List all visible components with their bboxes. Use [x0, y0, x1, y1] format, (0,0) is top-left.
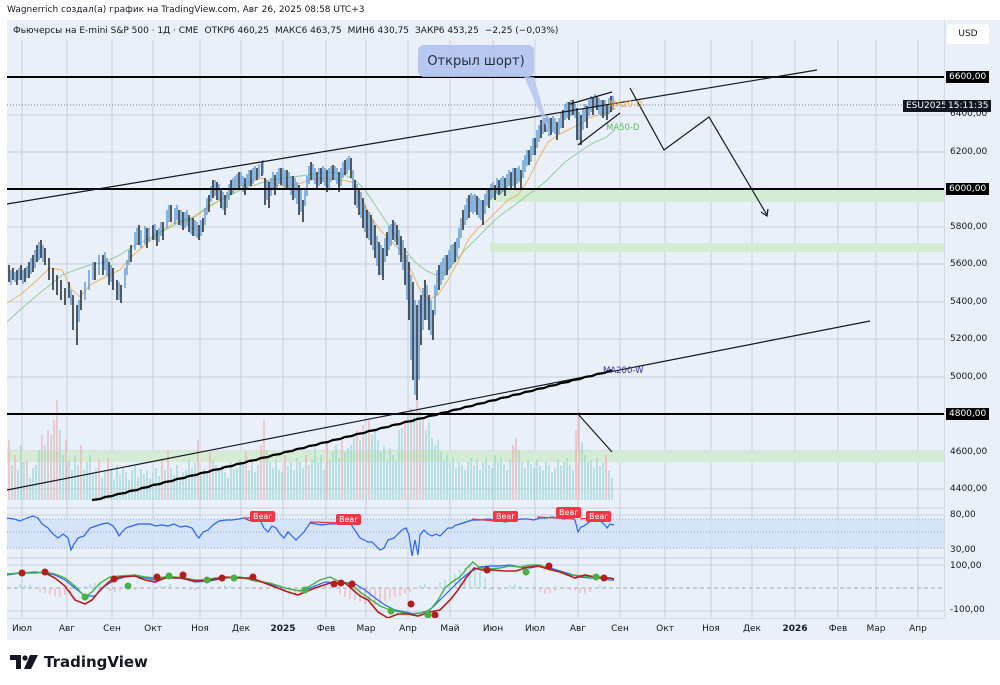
time-label: Мар	[866, 624, 886, 634]
macd-tick: 100,00	[950, 561, 982, 571]
time-label: Дек	[742, 624, 762, 634]
ma20-label: MA20-D	[609, 100, 643, 110]
attribution-text: Wagnerrich создал(а) график на TradingVi…	[7, 5, 365, 15]
bear-divergence-tag: Bear	[493, 511, 518, 522]
callout-pointer	[524, 77, 552, 140]
tradingview-logo-icon	[10, 655, 38, 669]
time-label: Фев	[828, 624, 848, 634]
time-label: Дек	[231, 624, 251, 634]
ma200w-label: MA200-W	[603, 366, 644, 376]
legend-open: ОТКР6 460,25	[204, 26, 269, 36]
time-label: Май	[440, 624, 460, 634]
legend-low: МИН6 430,75	[347, 26, 410, 36]
time-label-year: 2025	[270, 624, 296, 634]
legend-close: ЗАКР6 453,25	[415, 26, 479, 36]
price-tick: 6400,00	[950, 109, 988, 119]
price-tick: 5000,00	[950, 372, 988, 382]
time-label: Июн	[482, 624, 504, 634]
arrowhead-icon	[760, 208, 769, 218]
time-label: Окт	[144, 624, 162, 634]
macd-histogram	[19, 566, 606, 605]
price-tick: 5400,00	[950, 297, 988, 307]
time-label: Ноя	[191, 624, 209, 634]
wedge-top	[569, 91, 613, 105]
price-axis[interactable]	[944, 20, 1000, 618]
time-label: Фев	[316, 624, 336, 634]
time-label: Мар	[356, 624, 376, 634]
annotation-callout[interactable]: Открыл шорт)	[418, 45, 534, 77]
bear-divergence-tag: Bear	[586, 511, 611, 522]
price-tick: 6200,00	[950, 147, 988, 157]
ma50-line	[6, 129, 616, 323]
time-label: Июл	[524, 624, 546, 634]
legend-symbol[interactable]: Фьючерсы на E-mini S&P 500 · 1Д · CME	[13, 26, 199, 36]
price-tick: 5600,00	[950, 259, 988, 269]
bear-divergence-tag: Bear	[336, 514, 361, 525]
rsi-tick: 30,00	[950, 545, 976, 555]
rsi-band	[7, 519, 944, 548]
price-level-6600: 6600,00	[946, 71, 990, 83]
time-label: Окт	[656, 624, 674, 634]
projected-path	[629, 87, 768, 216]
wedge-bottom	[577, 112, 621, 146]
symbol-tag: ESU2025	[903, 100, 950, 112]
price-tick: 5800,00	[950, 222, 988, 232]
volume-diagonal	[577, 413, 613, 453]
price-tick: 4600,00	[950, 447, 988, 457]
zone-4600	[7, 451, 944, 462]
bear-divergence-tag: Bear	[250, 511, 275, 522]
price-tick: 5200,00	[950, 334, 988, 344]
currency-button[interactable]: USD	[947, 24, 989, 44]
time-axis[interactable]	[7, 618, 944, 640]
macd-signal-line	[6, 561, 615, 615]
brand-name: TradingView	[44, 653, 148, 671]
zone-6000	[490, 190, 944, 202]
volume-bars-colored	[8, 395, 613, 500]
bear-divergence-tag: Bear	[556, 507, 581, 518]
time-label: Ноя	[702, 624, 720, 634]
countdown-timer: 15:11:35	[945, 100, 992, 112]
zone-5700	[490, 243, 944, 252]
price-level-6000: 6000,00	[946, 183, 990, 195]
upper-trendline	[6, 69, 818, 205]
chart-legend: Фьючерсы на E-mini S&P 500 · 1Д · CME ОТ…	[7, 22, 558, 40]
macd-crossover-dots	[18, 562, 608, 619]
time-label: Апр	[909, 624, 927, 634]
time-label: Сен	[103, 624, 121, 634]
time-label: Сен	[611, 624, 629, 634]
ma200w-line	[91, 368, 613, 502]
price-tick: 4400,00	[950, 484, 988, 494]
rsi-tick: 80,00	[950, 510, 976, 520]
time-label: Авг	[58, 624, 76, 634]
legend-high: МАКС6 463,75	[274, 26, 342, 36]
ma50-label: MA50-D	[606, 123, 640, 133]
tradingview-logo[interactable]: TradingView	[10, 653, 148, 671]
time-label-year: 2026	[782, 624, 808, 634]
legend-change: −2,25 (−0,03%)	[484, 26, 559, 36]
lower-trendline	[6, 320, 871, 491]
price-level-4800: 4800,00	[946, 408, 990, 420]
time-label: Июл	[11, 624, 33, 634]
macd-tick: -100,00	[950, 605, 985, 615]
time-label: Авг	[569, 624, 587, 634]
time-label: Апр	[399, 624, 417, 634]
macd-red-line	[44, 565, 615, 619]
